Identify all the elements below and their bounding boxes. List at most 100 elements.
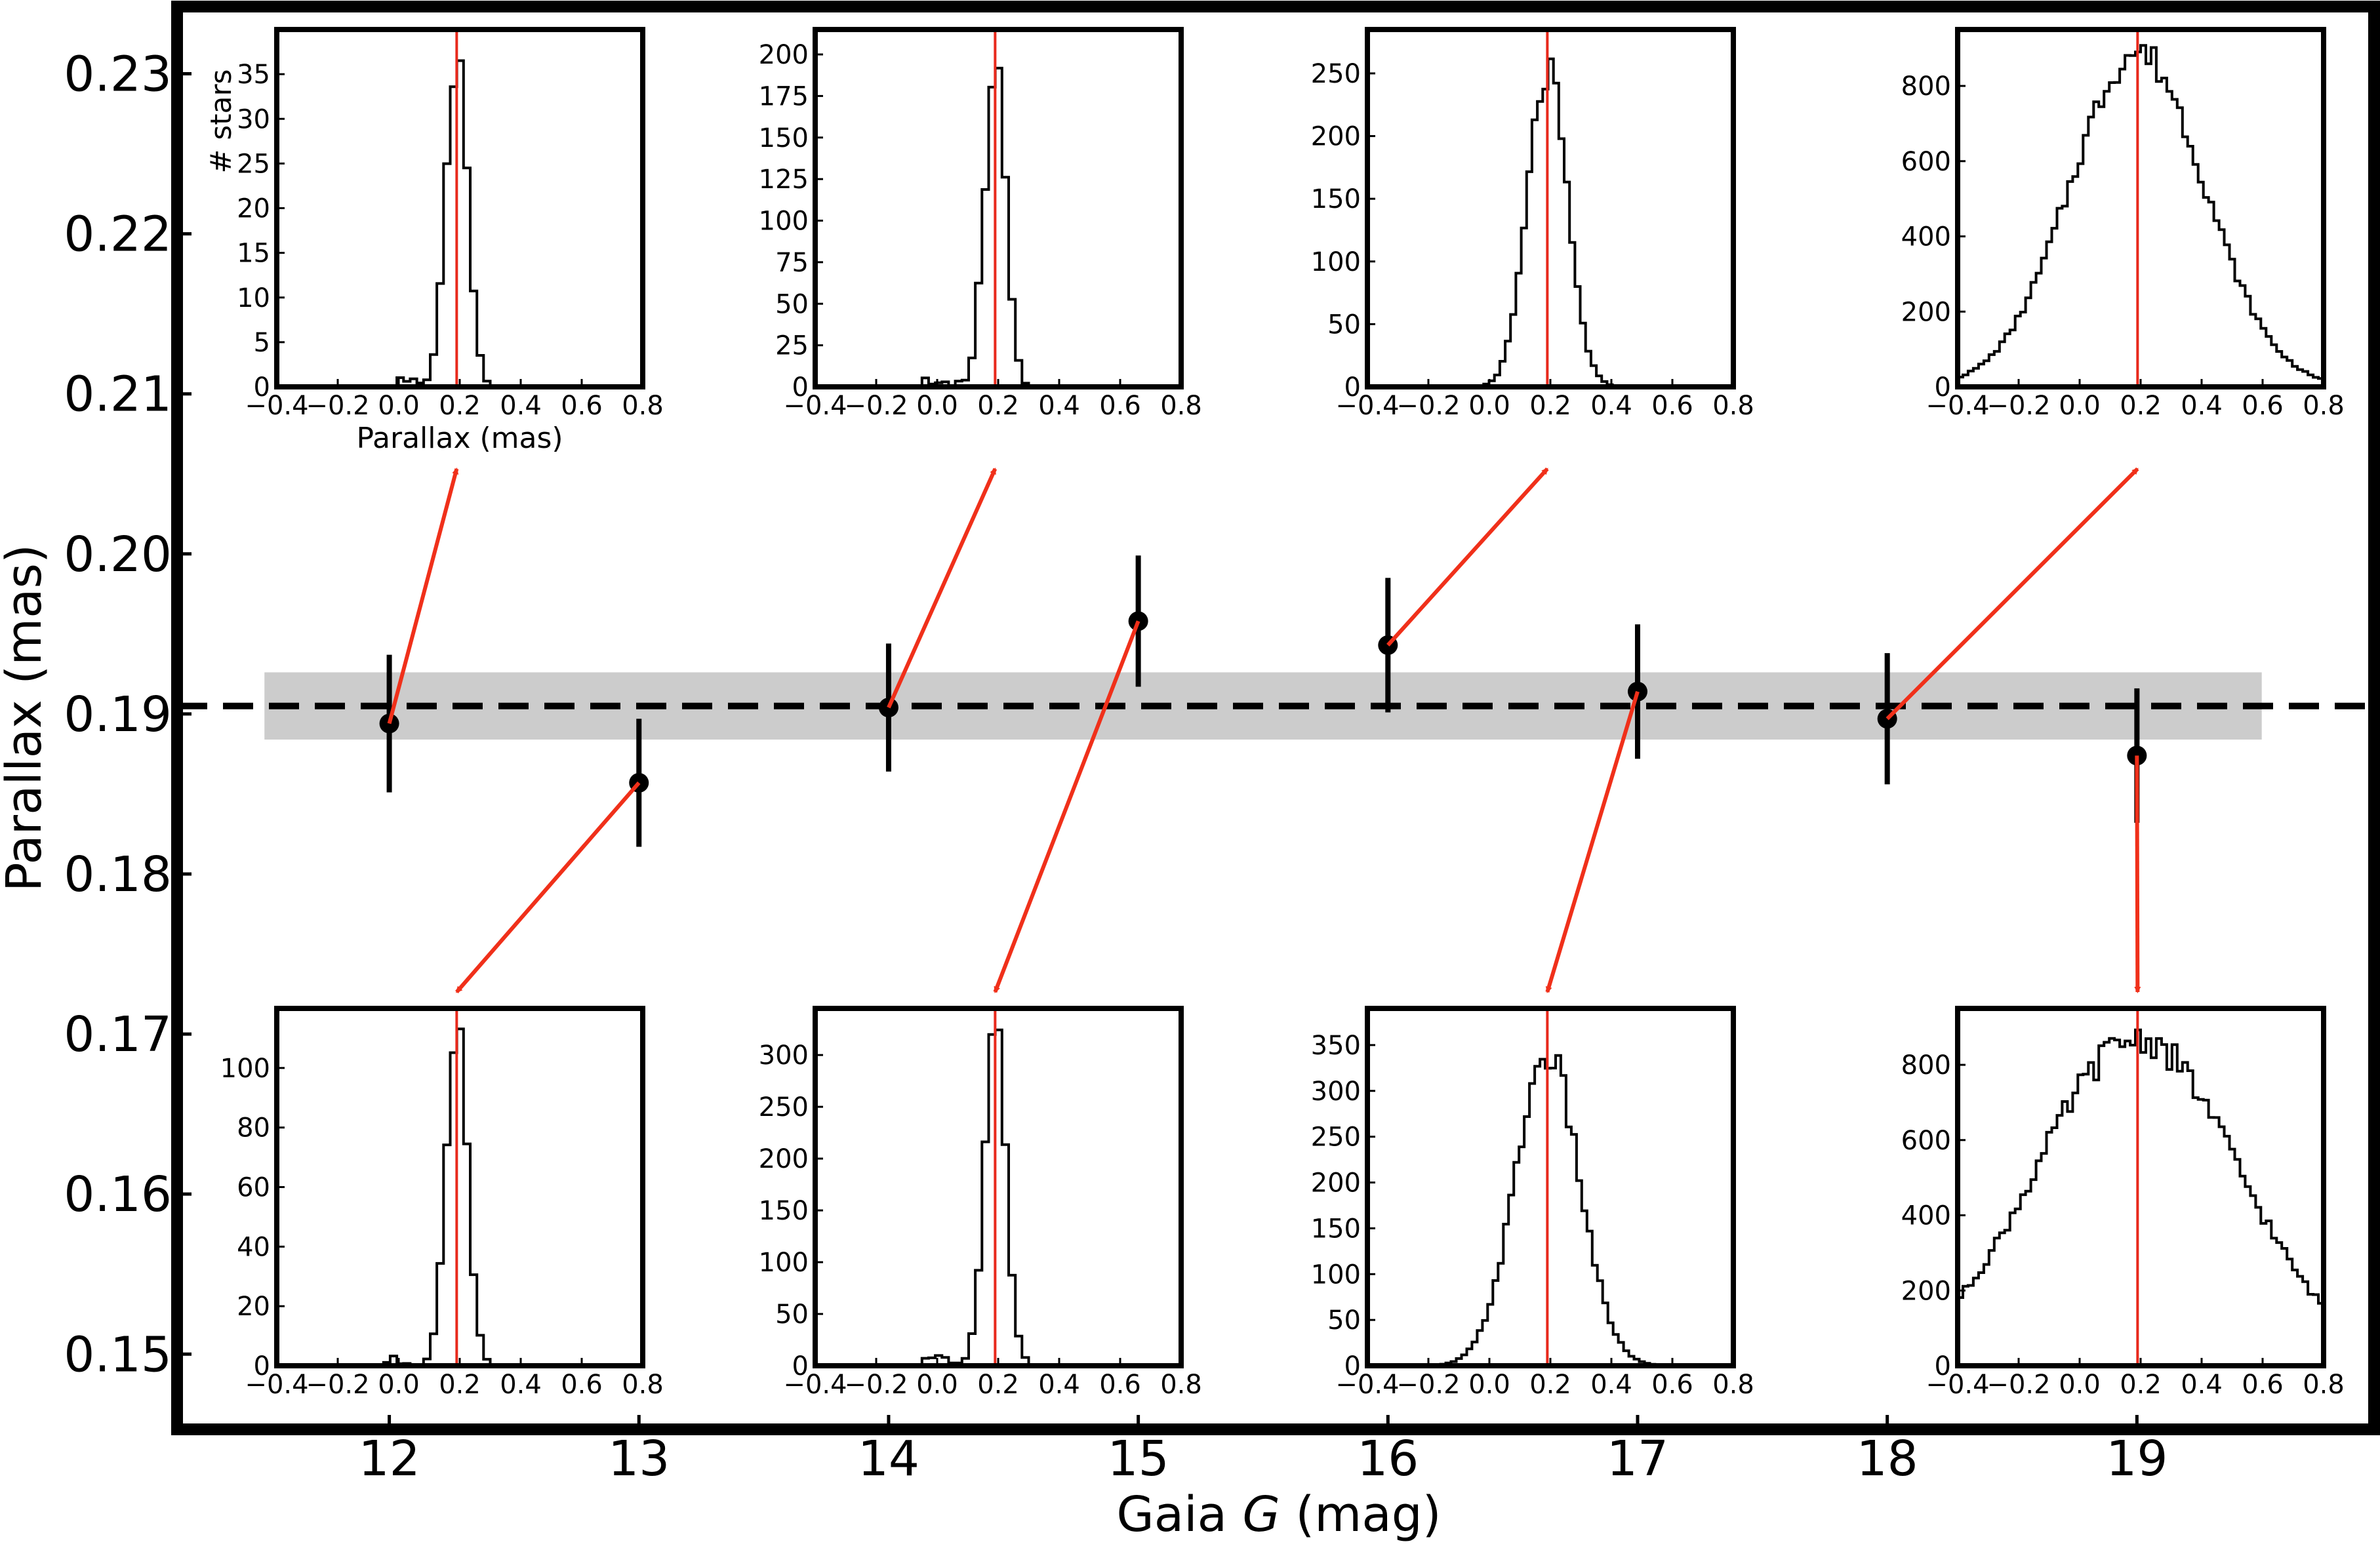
inset-x-tick-label: 0.0 [1468,1370,1510,1400]
inset-histogram: −0.4−0.2 0.0 0.2 0.4 0.6 0.8 0 20 40 60 80 100 [220,1006,664,1400]
inset-background [815,1008,1181,1366]
inset-x-tick-label: 0.6 [1099,1370,1141,1400]
inset-x-tick-label: 0.4 [2181,1370,2223,1400]
inset-background [815,30,1181,387]
y-tick-label: 0.18 [64,846,172,903]
inset-y-tick-label: 20 [237,194,270,224]
inset-x-tick-label: 0.2 [1529,1370,1571,1400]
connector-arrow [455,781,641,993]
inset-y-tick-label: 150 [1311,184,1361,214]
inset-x-tick-label: 0.8 [2303,391,2345,421]
inset-y-tick-label: 200 [1311,122,1361,152]
inset-y-tick-label: 400 [1901,1201,1951,1231]
inset-y-tick-label: 125 [759,165,809,195]
connector-arrow [887,467,998,709]
inset-y-tick-label: 100 [759,207,809,237]
inset-x-tick-label: 0.2 [2120,1370,2162,1400]
x-tick-label: 18 [1857,1431,1918,1487]
inset-x-tick-label: 0.8 [622,391,664,421]
inset-y-tick-label: 150 [759,123,809,153]
inset-x-tick-label: 0.4 [500,391,542,421]
inset-x-tick-label: −0.4 [245,1370,308,1400]
inset-y-tick-label: 100 [759,1248,809,1278]
inset-y-tick-label: 15 [237,239,270,269]
histogram-steps [920,1028,1030,1366]
inset-y-tick-label: 600 [1901,147,1951,177]
inset-x-tick-label: −0.4 [245,391,308,421]
inset-x-tick-label: 0.0 [1468,391,1510,421]
inset-y-tick-label: 60 [237,1173,270,1203]
inset-y-tick-label: 200 [1901,297,1951,327]
inset-y-tick-label: 200 [759,1144,809,1174]
inset-y-tick-label: 0 [1344,372,1361,403]
inset-y-tick-label: 200 [759,40,809,70]
inset-x-tick-label: 0.6 [2242,391,2284,421]
inset-histogram: −0.4−0.2 0.0 0.2 0.4 0.6 0.8 0 50 100 150 200 250 30… [759,1006,1202,1400]
y-tick-label: 0.21 [64,367,172,423]
inset-y-tick-label: 25 [237,149,270,179]
inset-x-tick-label: −0.4 [1335,1370,1399,1400]
inset-y-tick-label: 75 [775,248,809,278]
inset-y-tick-label: 150 [759,1196,809,1226]
inset-y-tick-label: 40 [237,1232,270,1262]
inset-x-tick-label: 0.0 [2059,391,2101,421]
inset-x-tick-label: 0.0 [378,391,420,421]
inset-x-tick-label: 0.4 [500,1370,542,1400]
histogram-steps [1956,44,2325,387]
inset-x-tick-label: −0.4 [1926,1370,1989,1400]
inset-x-tick-label: −0.2 [306,1370,369,1400]
connector-arrow [387,467,459,725]
inset-x-tick-label: 0.0 [916,1370,958,1400]
inset-x-label: Parallax (mas) [356,422,563,455]
inset-y-tick-label: 800 [1901,1050,1951,1081]
inset-y-tick-label: 0 [1935,1351,1951,1381]
histogram-steps [920,66,1030,387]
connector-arrow [1386,467,1549,646]
inset-y-tick-label: 800 [1901,71,1951,102]
inset-y-tick-label: 100 [1311,247,1361,277]
inset-y-tick-label: 350 [1311,1031,1361,1061]
inset-y-tick-label: 10 [237,283,270,313]
inset-x-tick-label: −0.2 [1396,1370,1460,1400]
inset-x-tick-label: 0.8 [2303,1370,2345,1400]
inset-x-tick-label: 0.4 [1038,1370,1080,1400]
histogram-steps [382,59,492,387]
arrows [387,467,2141,993]
x-tick-label: 17 [1607,1431,1668,1487]
inset-x-tick-label: 0.4 [1590,391,1632,421]
inset-x-tick-label: −0.2 [1396,391,1460,421]
inset-x-tick-label: −0.4 [1335,391,1399,421]
inset-x-tick-label: 0.6 [1651,391,1693,421]
inset-background [277,30,643,387]
inset-x-tick-label: 0.2 [439,1370,481,1400]
inset-histogram: −0.4−0.2 0.0 0.2 0.4 0.6 0.8 0 5 10 15 20 25 30 35 Par… [205,27,664,455]
connector-arrow [993,620,1140,993]
inset-y-tick-label: 200 [1901,1276,1951,1306]
inset-x-tick-label: −0.4 [783,391,847,421]
x-tick-label: 13 [608,1431,670,1487]
inset-y-tick-label: 250 [759,1092,809,1123]
inset-y-tick-label: 0 [254,1351,270,1381]
inset-x-tick-label: 0.8 [1160,1370,1202,1400]
inset-x-tick-label: 0.2 [439,391,481,421]
connector-arrow [1545,690,1640,993]
inset-y-tick-label: 250 [1311,1123,1361,1153]
y-axis-label: Parallax (mas) [0,544,52,892]
inset-y-tick-label: 30 [237,104,270,134]
inset-histogram: −0.4−0.2 0.0 0.2 0.4 0.6 0.8 0 50 100 150 200 250 30… [1311,1006,1754,1400]
inset-x-tick-label: 0.4 [1038,391,1080,421]
inset-y-tick-label: 250 [1311,59,1361,89]
inset-x-tick-label: 0.6 [1651,1370,1693,1400]
inset-y-tick-label: 20 [237,1292,270,1322]
x-tick-label: 16 [1357,1431,1419,1487]
inset-x-tick-label: 0.0 [2059,1370,2101,1400]
inset-y-tick-label: 50 [1327,309,1361,340]
x-tick-label: 19 [2106,1431,2168,1487]
inset-x-tick-label: 0.4 [2181,391,2223,421]
y-tick-label: 0.22 [64,207,172,263]
inset-y-tick-label: 600 [1901,1126,1951,1156]
inset-x-tick-label: 0.6 [561,1370,603,1400]
histogram-steps [1956,1028,2325,1366]
inset-background [1958,30,2324,387]
